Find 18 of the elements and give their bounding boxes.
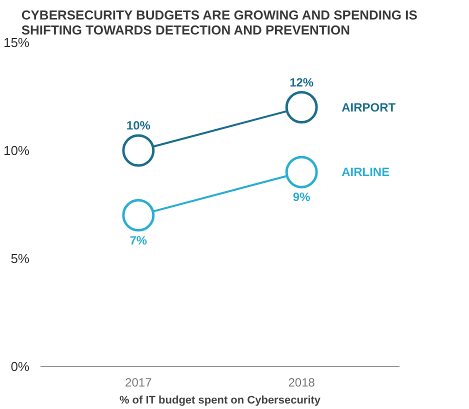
y-tick-label: 0% [10,359,30,374]
chart-title: CYBERSECURITY BUDGETS ARE GROWING AND SPENDING IS SHIFTING TOWARDS DETECTION AND PREVENTION [21,8,418,38]
data-label: 12% [290,75,314,90]
point [285,156,318,188]
y-tick-label: 5% [10,251,30,266]
text: AIRLINE [342,165,390,180]
point [122,134,155,167]
x-axis-title: % of IT budget spent on Cybersecurity [119,394,322,406]
text: AIRPORT [342,100,396,114]
x-tick-label: 2018 [288,376,316,390]
data-label: 10% [126,118,151,132]
data-label: 9% [292,190,311,204]
point [122,199,155,232]
y-tick-label: 10% [3,143,30,158]
point [285,91,318,124]
x-tick-label: 2017 [125,376,152,390]
y-tick-label: 15% [3,35,30,50]
data-label: 7% [130,233,148,248]
